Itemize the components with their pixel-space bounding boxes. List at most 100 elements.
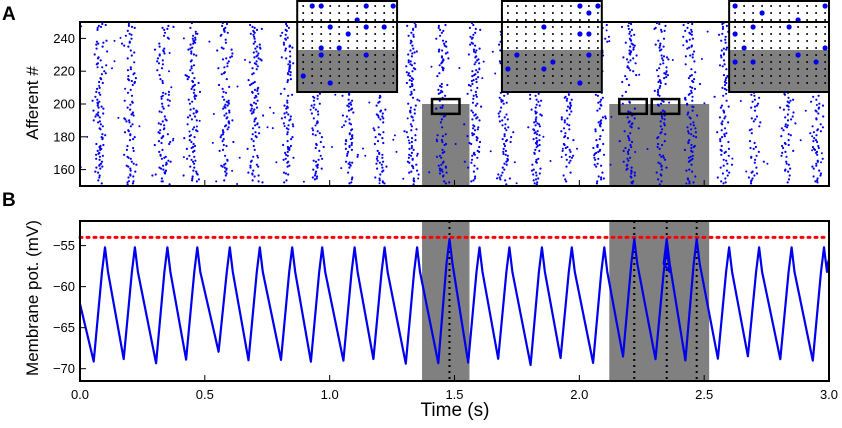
spike-dot	[132, 114, 135, 117]
spike-dot	[258, 126, 261, 129]
spike-dot	[472, 170, 475, 173]
spike-dot	[188, 102, 191, 105]
spike-dot	[815, 98, 818, 101]
spike-dot	[440, 156, 443, 159]
inset-grid-dot	[560, 40, 563, 42]
spike-dot	[629, 59, 632, 62]
spike-dot	[549, 160, 552, 162]
spike-dot	[690, 30, 693, 33]
spike-dot	[224, 154, 227, 157]
inset-grid-dot	[392, 75, 395, 77]
inset-spike	[586, 31, 592, 37]
spike-dot	[320, 167, 323, 170]
spike-dot	[659, 173, 662, 176]
spike-dot	[474, 104, 477, 107]
spike-dot	[726, 174, 729, 177]
spike-dot	[474, 27, 477, 30]
inset-grid-dot	[587, 75, 590, 77]
spike-dot	[221, 87, 224, 90]
spike-dot	[687, 77, 691, 80]
spike-dot	[123, 44, 126, 47]
inset-grid-dot	[365, 61, 368, 63]
spike-dot	[792, 149, 795, 152]
spike-dot	[628, 37, 632, 40]
spike-dot	[599, 135, 602, 138]
inset-grid-dot	[578, 75, 581, 77]
spike-dot	[313, 103, 316, 106]
spike-dot	[257, 86, 260, 89]
spike-dot	[785, 104, 788, 107]
spike-dot	[476, 149, 479, 152]
spike-dot	[787, 133, 790, 136]
spike-dot	[721, 25, 725, 28]
panel-a-ytick-label: 220	[53, 64, 75, 79]
spike-dot	[286, 150, 289, 153]
inset-grid-dot	[587, 68, 590, 70]
spike-dot	[320, 136, 323, 139]
inset-spike	[732, 3, 738, 9]
inset-grid-dot	[356, 12, 359, 14]
inset-grid-dot	[824, 33, 827, 35]
spike-dot	[132, 180, 135, 183]
spike-dot	[410, 129, 413, 132]
spike-dot	[99, 144, 102, 148]
spike-dot	[315, 142, 318, 146]
spike-dot	[719, 148, 722, 151]
spike-dot	[816, 140, 819, 144]
spike-dot	[351, 137, 354, 140]
spike-dot	[316, 130, 319, 133]
spike-dot	[498, 115, 501, 118]
spike-dot	[505, 163, 508, 166]
inset-grid-dot	[596, 12, 599, 14]
spike-dot	[312, 95, 315, 98]
inset-grid-dot	[311, 12, 314, 14]
inset-grid-dot	[815, 5, 818, 7]
spike-dot	[780, 127, 784, 130]
spike-dot	[126, 106, 129, 109]
spike-dot	[282, 41, 285, 44]
spike-dot	[441, 148, 444, 151]
spike-dot	[621, 102, 624, 105]
inset-spike	[336, 45, 342, 51]
spike-dot	[289, 115, 292, 118]
spike-dot	[96, 113, 99, 116]
spike-dot	[663, 72, 666, 75]
spike-dot	[406, 117, 409, 120]
spike-dot	[633, 33, 636, 36]
inset-grid-dot	[734, 40, 737, 42]
spike-dot	[498, 96, 501, 99]
spike-dot	[127, 22, 130, 26]
inset-grid-dot	[578, 40, 581, 42]
spike-dot	[314, 108, 317, 111]
spike-dot	[569, 171, 572, 174]
spike-dot	[430, 65, 433, 68]
spike-dot	[660, 30, 663, 33]
spike-dot	[317, 158, 320, 161]
spike-dot	[443, 42, 446, 45]
spike-dot	[635, 74, 638, 77]
inset-grid-dot	[392, 26, 395, 28]
spike-dot	[208, 40, 211, 43]
spike-dot	[472, 179, 475, 182]
spike-dot	[316, 120, 319, 123]
spike-dot	[98, 91, 101, 94]
spike-dot	[101, 66, 104, 69]
spike-dot	[418, 99, 421, 102]
spike-dot	[476, 86, 479, 89]
spike-dot	[499, 49, 502, 52]
spike-dot	[564, 95, 567, 98]
spike-dot	[186, 78, 189, 81]
spike-dot	[470, 89, 473, 92]
inset-grid-dot	[761, 33, 764, 35]
spike-dot	[441, 170, 444, 173]
spike-dot	[126, 69, 130, 72]
spike-dot	[153, 143, 156, 147]
spike-dot	[414, 23, 417, 27]
inset-grid-dot	[329, 47, 332, 49]
spike-dot	[663, 118, 666, 121]
spike-dot	[757, 102, 760, 105]
inset-grid-dot	[356, 5, 359, 7]
inset-spike	[586, 52, 592, 58]
inset-grid-dot	[392, 47, 395, 49]
spike-dot	[217, 83, 221, 87]
